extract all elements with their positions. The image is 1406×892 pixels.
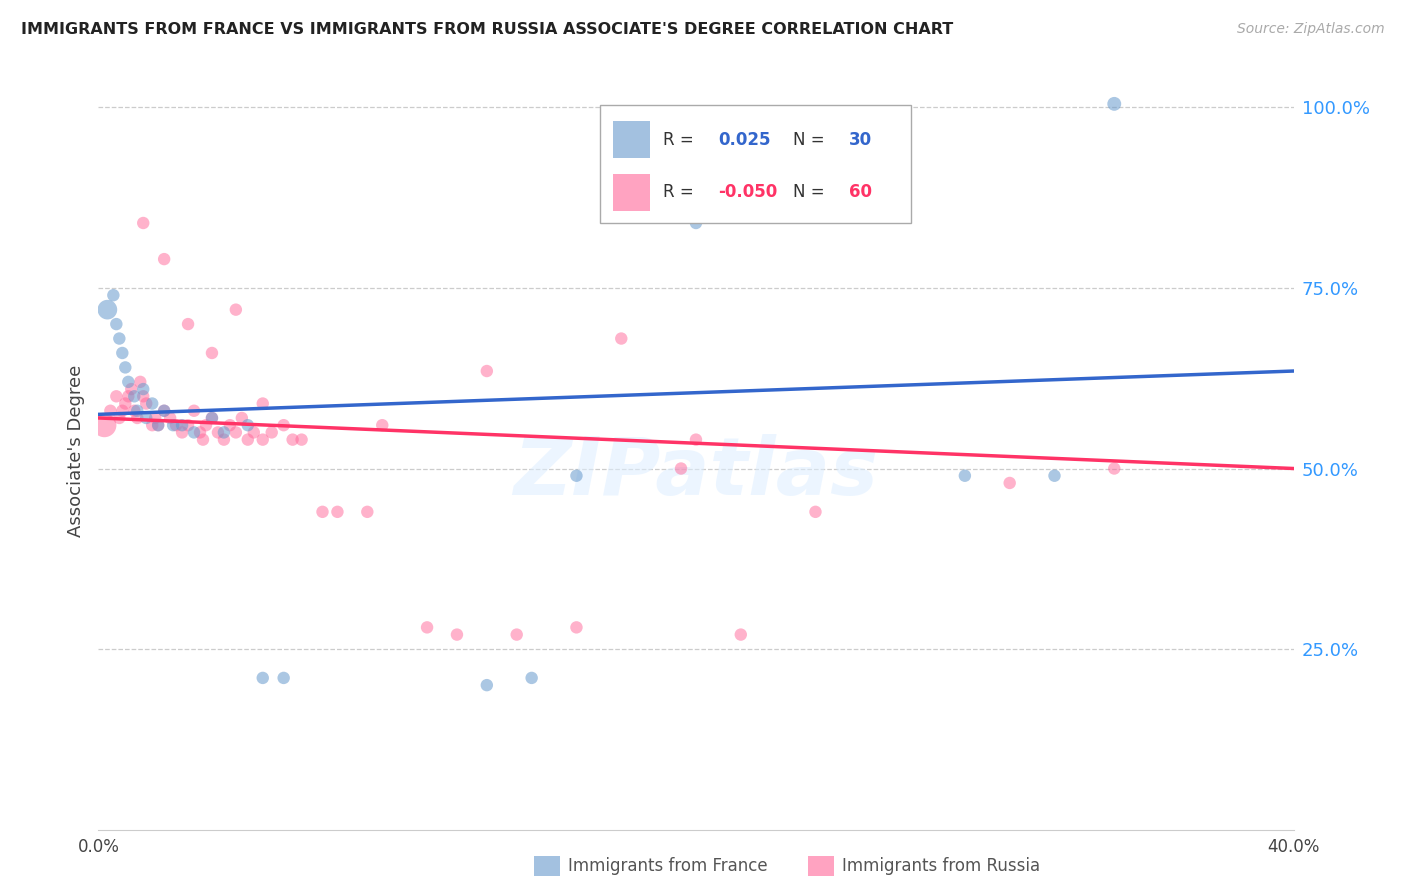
Point: [1043, 468, 1066, 483]
Point: [108, 411, 131, 425]
Point: [153, 252, 176, 266]
Point: [685, 216, 707, 230]
Point: [416, 620, 439, 634]
Point: [141, 418, 163, 433]
Point: [114, 360, 136, 375]
Point: [124, 389, 146, 403]
Point: [111, 346, 134, 360]
Point: [159, 411, 181, 425]
Point: [201, 411, 224, 425]
Point: [804, 505, 827, 519]
Point: [188, 425, 211, 440]
Point: [132, 389, 155, 403]
Point: [135, 396, 157, 410]
Point: [191, 433, 214, 447]
Point: [475, 678, 498, 692]
Point: [225, 302, 247, 317]
Point: [236, 418, 259, 433]
Point: [153, 403, 176, 417]
Point: [475, 364, 498, 378]
Point: [165, 418, 187, 433]
Point: [236, 433, 259, 447]
Point: [225, 425, 247, 440]
Text: Immigrants from Russia: Immigrants from Russia: [842, 857, 1040, 875]
Point: [685, 433, 707, 447]
Point: [953, 468, 976, 483]
Point: [326, 505, 349, 519]
Point: [153, 403, 176, 417]
Text: IMMIGRANTS FROM FRANCE VS IMMIGRANTS FROM RUSSIA ASSOCIATE'S DEGREE CORRELATION : IMMIGRANTS FROM FRANCE VS IMMIGRANTS FRO…: [21, 22, 953, 37]
Point: [111, 403, 134, 417]
Point: [565, 468, 588, 483]
Point: [273, 671, 295, 685]
Point: [291, 433, 314, 447]
Point: [231, 411, 253, 425]
Point: [311, 505, 333, 519]
Point: [172, 425, 194, 440]
Point: [219, 418, 242, 433]
Point: [201, 346, 224, 360]
Point: [260, 425, 283, 440]
Point: [98, 403, 122, 417]
Point: [108, 332, 131, 346]
Point: [120, 382, 142, 396]
Point: [998, 475, 1021, 490]
Point: [148, 418, 170, 433]
Point: [520, 671, 543, 685]
Y-axis label: Associate's Degree: Associate's Degree: [66, 364, 84, 537]
Text: ZIPatlas: ZIPatlas: [513, 434, 879, 512]
Point: [183, 403, 205, 417]
Point: [162, 418, 184, 433]
Point: [105, 317, 128, 331]
Point: [141, 396, 163, 410]
Point: [127, 411, 149, 425]
Point: [132, 216, 155, 230]
Point: [148, 418, 170, 433]
Point: [127, 403, 149, 417]
Point: [1104, 96, 1126, 111]
Point: [356, 505, 378, 519]
Point: [281, 433, 304, 447]
Point: [172, 418, 194, 433]
Point: [730, 627, 752, 641]
Point: [117, 389, 139, 403]
Point: [129, 375, 152, 389]
Point: [565, 620, 588, 634]
Point: [135, 411, 157, 425]
Point: [506, 627, 529, 641]
Text: Source: ZipAtlas.com: Source: ZipAtlas.com: [1237, 22, 1385, 37]
Point: [195, 418, 218, 433]
Point: [177, 317, 200, 331]
Point: [183, 425, 205, 440]
Point: [252, 396, 274, 410]
Point: [114, 396, 136, 410]
Point: [212, 433, 235, 447]
Point: [207, 425, 229, 440]
Point: [103, 288, 125, 302]
Text: Immigrants from France: Immigrants from France: [568, 857, 768, 875]
Point: [1104, 461, 1126, 475]
Point: [201, 411, 224, 425]
Point: [212, 425, 235, 440]
Point: [371, 418, 394, 433]
Point: [105, 389, 128, 403]
Point: [132, 382, 155, 396]
Point: [610, 332, 633, 346]
Point: [446, 627, 468, 641]
Point: [96, 302, 118, 317]
Point: [252, 671, 274, 685]
Point: [243, 425, 266, 440]
Point: [669, 461, 692, 475]
Point: [93, 418, 115, 433]
Point: [252, 433, 274, 447]
Point: [124, 403, 146, 417]
Point: [117, 375, 139, 389]
Point: [273, 418, 295, 433]
Point: [143, 411, 166, 425]
Point: [177, 418, 200, 433]
